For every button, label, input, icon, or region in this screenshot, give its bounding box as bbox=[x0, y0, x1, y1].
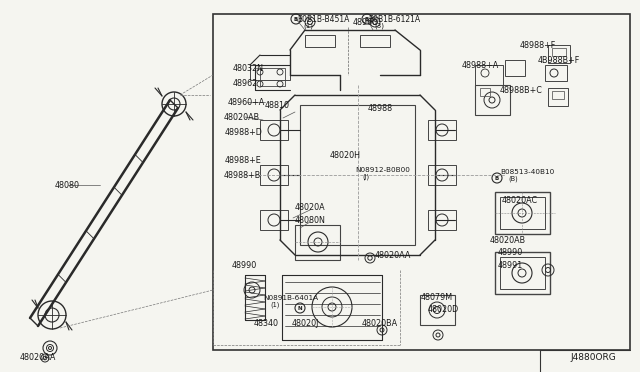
Bar bbox=[552, 48, 566, 56]
Text: 48988+E: 48988+E bbox=[225, 155, 262, 164]
Bar bbox=[305, 35, 335, 47]
Bar bbox=[213, 14, 630, 350]
Bar bbox=[250, 65, 290, 80]
Text: B08513-40B10: B08513-40B10 bbox=[500, 169, 554, 175]
Text: 48988+F: 48988+F bbox=[520, 41, 556, 49]
Text: 48020D: 48020D bbox=[428, 305, 460, 314]
Text: 48020AC: 48020AC bbox=[502, 196, 538, 205]
Text: 48020AA: 48020AA bbox=[375, 250, 412, 260]
Bar bbox=[500, 257, 545, 289]
Bar bbox=[420, 295, 455, 325]
Text: (3): (3) bbox=[374, 23, 384, 29]
Bar bbox=[552, 91, 564, 99]
Bar bbox=[548, 45, 570, 63]
Text: (1): (1) bbox=[303, 23, 313, 29]
Bar bbox=[545, 65, 567, 81]
Text: 48020J: 48020J bbox=[292, 318, 319, 327]
Bar bbox=[500, 197, 545, 229]
Bar bbox=[475, 85, 510, 115]
Text: 48079M: 48079M bbox=[421, 292, 453, 301]
Bar bbox=[495, 192, 550, 234]
Text: 48988B+C: 48988B+C bbox=[500, 86, 543, 94]
Bar bbox=[260, 120, 288, 140]
Bar bbox=[428, 120, 456, 140]
Text: 48988+D: 48988+D bbox=[225, 128, 263, 137]
Text: 48960: 48960 bbox=[353, 17, 378, 26]
Text: 4B988B+F: 4B988B+F bbox=[538, 55, 580, 64]
Text: 48020AB: 48020AB bbox=[224, 112, 260, 122]
Text: 48988+B: 48988+B bbox=[224, 170, 261, 180]
Bar bbox=[548, 88, 568, 106]
Text: N0891B-6401A: N0891B-6401A bbox=[263, 295, 318, 301]
Text: (B): (B) bbox=[508, 176, 518, 182]
Text: 48020AB: 48020AB bbox=[490, 235, 526, 244]
Bar bbox=[480, 88, 490, 96]
Text: 48960+A: 48960+A bbox=[228, 97, 265, 106]
Text: 48020BA: 48020BA bbox=[362, 318, 398, 327]
Text: 48988+A: 48988+A bbox=[462, 61, 499, 70]
Bar bbox=[505, 60, 525, 76]
Text: 48020A: 48020A bbox=[295, 202, 326, 212]
Text: B0B1B-6121A: B0B1B-6121A bbox=[368, 15, 420, 23]
Text: 48032N: 48032N bbox=[233, 64, 264, 73]
Bar bbox=[300, 105, 415, 245]
Bar bbox=[295, 225, 340, 260]
Text: N: N bbox=[298, 305, 302, 311]
Text: (1): (1) bbox=[270, 302, 280, 308]
Text: 48080N: 48080N bbox=[295, 215, 326, 224]
Text: 48020H: 48020H bbox=[330, 151, 361, 160]
Text: 48020AA: 48020AA bbox=[20, 353, 56, 362]
Bar bbox=[475, 65, 503, 85]
Bar bbox=[260, 210, 288, 230]
Text: 48988: 48988 bbox=[368, 103, 393, 112]
Text: J4880ORG: J4880ORG bbox=[570, 353, 616, 362]
Text: 48810: 48810 bbox=[265, 100, 290, 109]
Bar bbox=[495, 252, 550, 294]
Text: (J): (J) bbox=[362, 174, 369, 180]
Text: B: B bbox=[365, 16, 369, 22]
Text: 48991: 48991 bbox=[498, 260, 524, 269]
Text: N08912-B0B00: N08912-B0B00 bbox=[355, 167, 410, 173]
Bar bbox=[260, 165, 288, 185]
Text: 48340: 48340 bbox=[254, 318, 279, 327]
Bar bbox=[428, 165, 456, 185]
Text: 48080: 48080 bbox=[55, 180, 80, 189]
Bar bbox=[360, 35, 390, 47]
Bar bbox=[260, 68, 285, 86]
Text: 48990: 48990 bbox=[498, 247, 524, 257]
Bar bbox=[428, 210, 456, 230]
Text: B: B bbox=[294, 16, 298, 22]
Text: 48990: 48990 bbox=[232, 260, 257, 269]
Text: 48962: 48962 bbox=[233, 78, 259, 87]
Text: B: B bbox=[495, 176, 499, 180]
Text: B0B1B-B451A: B0B1B-B451A bbox=[297, 15, 349, 23]
